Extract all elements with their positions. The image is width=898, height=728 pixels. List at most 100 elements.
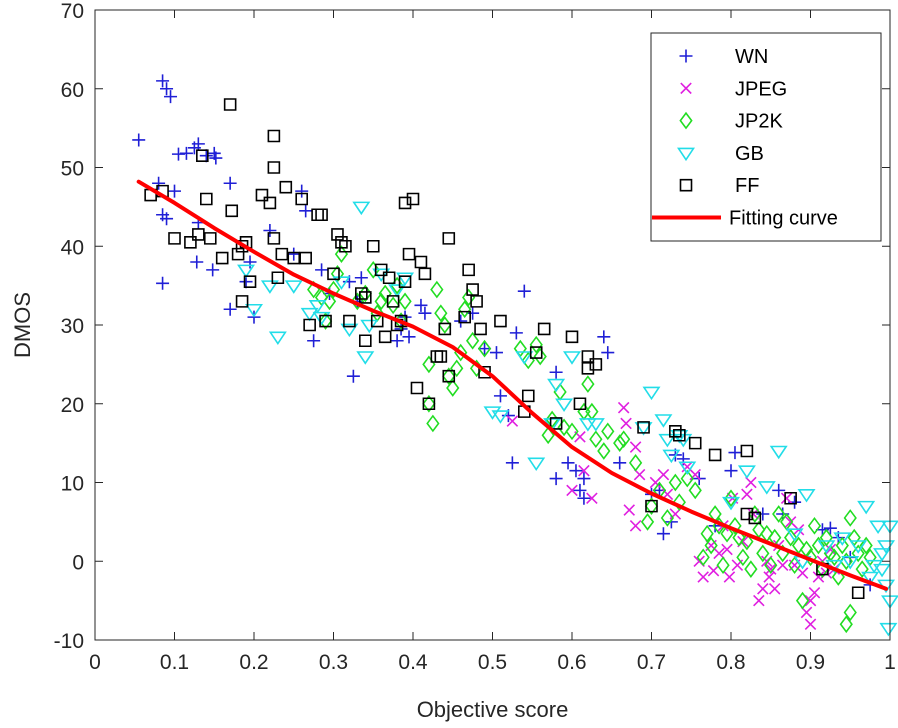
data-point-jp2k	[545, 410, 559, 429]
data-point-jpeg	[578, 464, 590, 477]
data-point-ff	[470, 295, 483, 308]
data-point-gb	[634, 422, 653, 436]
data-point-gb	[312, 311, 331, 326]
data-point-gb	[869, 520, 888, 535]
data-point-jp2k	[851, 544, 865, 563]
data-point-ff	[192, 228, 205, 241]
legend-marker-ff	[679, 178, 693, 192]
data-point-wn	[402, 330, 416, 344]
data-point-wn	[206, 263, 220, 277]
data-point-ff	[637, 421, 650, 434]
data-point-gb	[678, 461, 697, 475]
y-tick-label: 20	[61, 394, 84, 417]
data-point-ff	[366, 239, 380, 253]
data-point-jpeg	[804, 618, 817, 631]
data-point-wn	[478, 342, 492, 356]
data-point-jp2k	[744, 560, 758, 578]
data-point-jp2k	[831, 568, 845, 586]
data-point-ff	[359, 334, 372, 348]
fitting-curve	[136, 179, 888, 591]
data-point-jp2k	[764, 556, 778, 575]
data-point-wn	[299, 204, 313, 218]
legend: WN JPEG JP2K GB FF Fitting curve	[650, 32, 882, 242]
data-point-wn	[493, 389, 507, 403]
data-point-ff	[740, 507, 754, 521]
data-point-ff	[378, 330, 392, 344]
x-tick-label: 0.7	[637, 651, 666, 674]
data-point-gb	[658, 433, 677, 448]
data-point-wn	[179, 146, 193, 160]
data-point-gb	[260, 280, 279, 294]
data-point-wn	[823, 521, 837, 535]
data-point-jp2k	[541, 426, 555, 445]
data-point-jp2k	[326, 280, 341, 299]
data-point-jpeg	[808, 586, 821, 599]
x-tick-label: 0.9	[796, 651, 825, 674]
data-point-wn	[569, 464, 583, 478]
data-point-gb	[491, 410, 510, 424]
data-point-ff	[382, 271, 396, 285]
data-point-gb	[785, 528, 804, 542]
data-point-wn	[724, 464, 738, 478]
data-point-ff	[343, 314, 356, 328]
data-point-ff	[466, 283, 479, 296]
data-point-wn	[549, 472, 563, 486]
data-point-jp2k	[811, 536, 826, 555]
data-point-gb	[563, 351, 581, 365]
data-point-jp2k	[529, 335, 543, 354]
data-point-ff	[279, 180, 293, 194]
data-point-ff	[549, 417, 563, 430]
data-point-wn	[549, 365, 563, 379]
data-point-jp2k	[772, 505, 786, 523]
data-point-jp2k	[843, 509, 857, 527]
data-point-gb	[237, 264, 256, 279]
data-point-ff	[474, 322, 487, 336]
y-tick-label: 30	[61, 315, 84, 338]
x-tick-label: 0.4	[398, 651, 428, 674]
x-axis-title: Objective score	[417, 697, 569, 722]
data-point-gb	[352, 201, 371, 216]
data-point-ff	[231, 247, 245, 261]
data-point-jpeg	[796, 567, 809, 579]
series-ff	[144, 98, 865, 600]
data-point-gb	[857, 500, 876, 515]
data-point-ff	[438, 322, 452, 336]
data-point-jp2k	[843, 603, 857, 622]
data-point-ff	[386, 295, 400, 308]
x-tick-label: 0.8	[716, 651, 745, 674]
data-point-wn	[517, 284, 531, 298]
data-point-wn	[156, 74, 170, 88]
data-point-ff	[339, 239, 352, 253]
data-point-gb	[245, 303, 263, 318]
data-point-jp2k	[434, 304, 448, 323]
data-point-ff	[319, 314, 332, 328]
data-point-jp2k	[803, 548, 818, 567]
data-point-ff	[573, 397, 587, 411]
data-point-wn	[601, 346, 615, 360]
data-point-jpeg	[804, 594, 817, 607]
data-point-jp2k	[672, 493, 686, 512]
data-point-jp2k	[704, 536, 718, 555]
data-point-jp2k	[827, 548, 841, 567]
data-point-ff	[529, 346, 543, 359]
data-point-ff	[688, 436, 702, 450]
data-point-ff	[410, 381, 424, 395]
data-point-jp2k	[696, 548, 710, 567]
data-point-jp2k	[855, 560, 869, 578]
data-marks	[132, 74, 898, 637]
data-point-ff	[462, 263, 475, 277]
data-point-jp2k	[807, 516, 822, 535]
data-point-jp2k	[859, 536, 873, 555]
data-point-ff	[327, 267, 340, 281]
data-point-ff	[295, 192, 308, 206]
data-point-wn	[346, 369, 360, 383]
data-point-jp2k	[533, 347, 547, 366]
data-point-wn	[164, 90, 178, 104]
data-point-gb	[879, 622, 898, 637]
data-point-jp2k	[430, 280, 444, 299]
x-tick-label: 0.1	[160, 651, 189, 674]
data-point-ff	[645, 499, 658, 513]
data-point-gb	[722, 496, 740, 511]
data-point-ff	[275, 247, 289, 261]
data-point-wn	[156, 276, 170, 290]
